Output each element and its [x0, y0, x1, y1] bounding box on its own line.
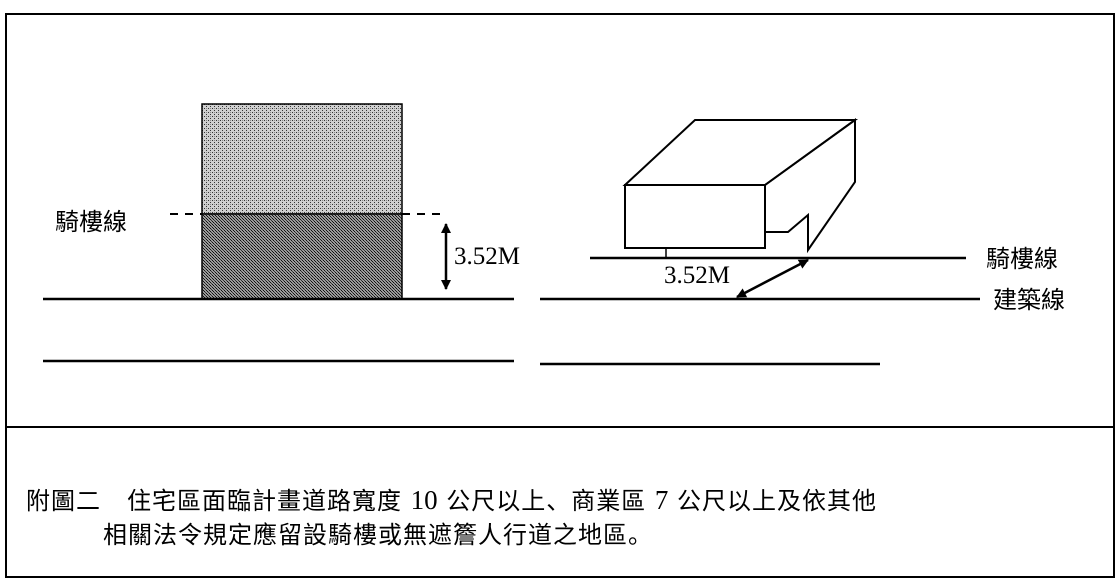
right-isometric: 3.52M 騎樓線 建築線	[540, 120, 1065, 364]
caption-line-2: 相關法令規定應留設騎樓或無遮簷人行道之地區。	[103, 515, 653, 550]
caption-line-1: 附圖二 住宅區面臨計畫道路寬度 10 公尺以上、商業區 7 公尺以上及依其他	[26, 481, 877, 516]
caption-text-c: 公尺以上及依其他	[668, 487, 877, 515]
caption-text-a: 住宅區面臨計畫道路寬度	[127, 487, 411, 515]
arcade-line-label-right: 騎樓線	[986, 245, 1058, 273]
caption-number-7: 7	[655, 485, 669, 515]
arcade-line-label-left: 騎樓線	[55, 208, 127, 236]
left-elevation: 騎樓線 3.52M	[43, 104, 520, 361]
width-dimension-label: 3.52M	[664, 262, 730, 289]
building-arcade-floor	[202, 214, 402, 299]
building-upper-floors	[202, 104, 402, 214]
height-dimension-label: 3.52M	[454, 243, 520, 270]
caption-number-10: 10	[411, 485, 438, 515]
building-line-label: 建築線	[993, 286, 1065, 314]
width-dimension-arrow	[737, 260, 808, 297]
caption-text-b: 公尺以上、商業區	[438, 487, 655, 515]
figure-label: 附圖二	[26, 487, 101, 515]
building-front	[625, 185, 765, 248]
